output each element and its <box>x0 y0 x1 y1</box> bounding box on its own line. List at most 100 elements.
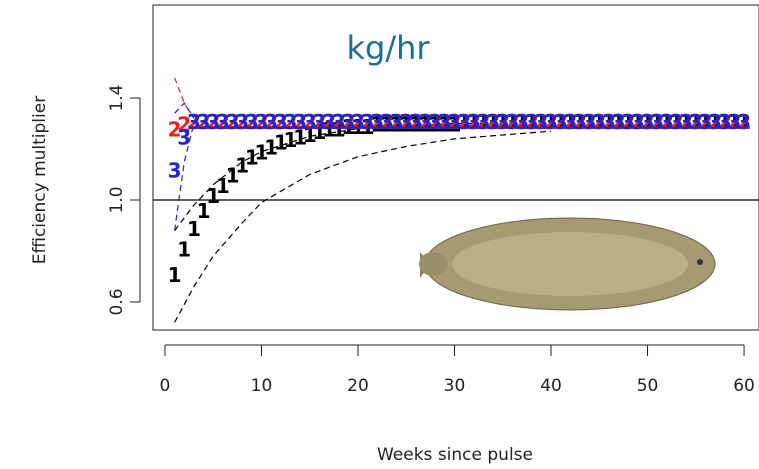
point-marker: 3 <box>235 110 249 134</box>
point-marker: 1 <box>592 110 606 134</box>
point-marker: 2 <box>168 118 182 142</box>
point-marker: 1 <box>226 164 240 188</box>
point-marker: 3 <box>583 110 597 134</box>
point-marker: 2 <box>650 110 664 134</box>
point-marker: 1 <box>708 110 722 134</box>
point-marker: 3 <box>216 110 230 134</box>
point-marker: 2 <box>621 110 635 134</box>
annotation: kg/hr <box>346 29 430 67</box>
point-marker: 2 <box>322 110 336 134</box>
point-marker: 2 <box>670 110 684 134</box>
point-marker: 1 <box>554 110 568 134</box>
point-marker: 1 <box>718 110 732 134</box>
confidence-line <box>174 102 195 119</box>
point-marker: 2 <box>332 110 346 134</box>
point-marker: 2 <box>679 110 693 134</box>
point-marker: 2 <box>583 110 597 134</box>
point-marker: 2 <box>525 110 539 134</box>
point-marker: 1 <box>476 110 490 134</box>
point-marker: 3 <box>197 110 211 134</box>
point-marker: 1 <box>380 113 394 137</box>
point-marker: 2 <box>505 110 519 134</box>
point-marker: 3 <box>612 110 626 134</box>
point-marker: 2 <box>438 110 452 134</box>
point-marker: 2 <box>457 110 471 134</box>
point-marker: 3 <box>486 110 500 134</box>
point-marker: 2 <box>612 110 626 134</box>
y-axis-label: Efficiency multiplier <box>30 96 50 264</box>
point-marker: 3 <box>303 110 317 134</box>
point-marker: 3 <box>206 110 220 134</box>
point-marker: 3 <box>409 110 423 134</box>
point-marker: 1 <box>419 113 433 137</box>
point-marker: 1 <box>341 115 355 139</box>
point-marker: 2 <box>660 110 674 134</box>
point-marker: 3 <box>689 110 703 134</box>
x-tick-label: 0 <box>160 376 171 396</box>
point-marker: 2 <box>206 110 220 134</box>
point-marker: 2 <box>409 110 423 134</box>
point-marker: 1 <box>370 113 384 137</box>
point-marker: 1 <box>689 110 703 134</box>
point-marker: 2 <box>274 110 288 134</box>
point-marker: 2 <box>293 110 307 134</box>
point-marker: 1 <box>737 110 751 134</box>
point-marker: 3 <box>351 110 365 134</box>
point-marker: 1 <box>698 110 712 134</box>
point-marker: 1 <box>457 110 471 134</box>
point-marker: 1 <box>641 110 655 134</box>
point-marker: 3 <box>390 110 404 134</box>
point-marker: 3 <box>679 110 693 134</box>
point-marker: 2 <box>486 110 500 134</box>
point-marker: 2 <box>544 110 558 134</box>
point-marker: 1 <box>525 110 539 134</box>
point-marker: 1 <box>168 263 182 287</box>
point-marker: 3 <box>534 110 548 134</box>
x-tick-label: 10 <box>251 376 273 396</box>
point-marker: 2 <box>448 110 462 134</box>
point-marker: 3 <box>438 110 452 134</box>
point-marker: 3 <box>332 110 346 134</box>
point-marker: 3 <box>727 110 741 134</box>
confidence-line <box>174 122 551 231</box>
point-marker: 1 <box>177 237 191 261</box>
fish-illustration <box>419 217 716 311</box>
point-marker: 2 <box>698 110 712 134</box>
point-marker: 1 <box>727 110 741 134</box>
point-marker: 1 <box>245 146 259 170</box>
point-marker: 3 <box>467 110 481 134</box>
point-marker: 2 <box>283 110 297 134</box>
point-marker: 2 <box>264 110 278 134</box>
point-marker: 1 <box>303 123 317 147</box>
point-marker: 2 <box>641 110 655 134</box>
point-marker: 2 <box>419 110 433 134</box>
point-marker: 2 <box>390 110 404 134</box>
point-marker: 3 <box>226 110 240 134</box>
point-marker: 1 <box>264 136 278 160</box>
point-marker: 1 <box>438 113 452 137</box>
point-marker: 1 <box>486 110 500 134</box>
point-marker: 2 <box>515 110 529 134</box>
point-marker: 1 <box>206 184 220 208</box>
point-marker: 1 <box>235 153 249 177</box>
point-marker: 1 <box>293 125 307 149</box>
point-marker: 3 <box>264 110 278 134</box>
point-marker: 1 <box>660 110 674 134</box>
point-marker: 3 <box>563 110 577 134</box>
point-marker: 2 <box>563 110 577 134</box>
point-marker: 2 <box>592 110 606 134</box>
x-tick-label: 20 <box>347 376 369 396</box>
point-marker: 2 <box>428 110 442 134</box>
point-marker: 3 <box>631 110 645 134</box>
point-marker: 3 <box>650 110 664 134</box>
point-marker: 3 <box>283 110 297 134</box>
point-marker: 2 <box>216 110 230 134</box>
point-marker: 1 <box>679 110 693 134</box>
point-marker: 1 <box>312 120 326 144</box>
point-marker: 3 <box>177 125 191 149</box>
point-marker: 1 <box>390 113 404 137</box>
point-marker: 3 <box>312 110 326 134</box>
point-marker: 3 <box>660 110 674 134</box>
point-marker: 3 <box>592 110 606 134</box>
point-marker: 1 <box>216 174 230 198</box>
